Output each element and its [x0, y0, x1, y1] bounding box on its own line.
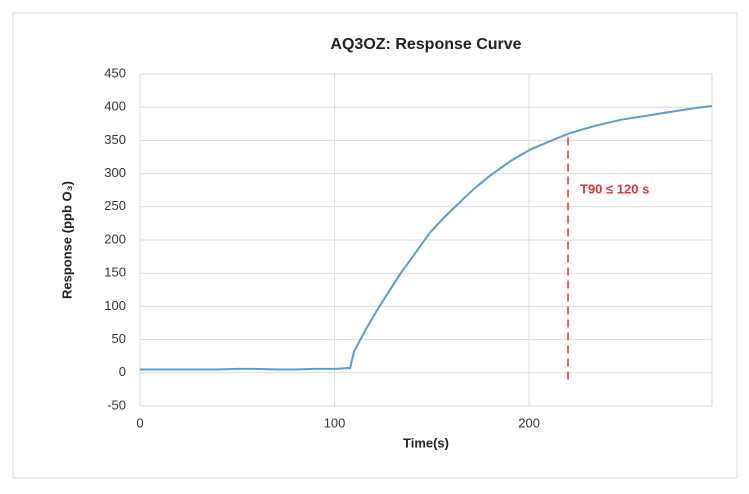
- x-axis-label: Time(s): [403, 435, 449, 450]
- y-tick-label: 150: [104, 265, 126, 280]
- x-tick-label: 0: [136, 415, 143, 430]
- chart-frame: [12, 12, 738, 479]
- x-tick-label: 200: [518, 415, 540, 430]
- y-tick-label: 0: [119, 364, 126, 379]
- x-tick-label: 100: [324, 415, 346, 430]
- y-tick-label: 450: [104, 65, 126, 80]
- y-tick-label: 300: [104, 165, 126, 180]
- y-axis-label: Response (ppb O₃): [59, 181, 74, 299]
- y-tick-label: 250: [104, 198, 126, 213]
- y-tick-label: 50: [112, 331, 126, 346]
- y-tick-label: -50: [107, 397, 126, 412]
- y-tick-label: 400: [104, 99, 126, 114]
- chart-title: AQ3OZ: Response Curve: [330, 36, 521, 53]
- y-tick-label: 350: [104, 132, 126, 147]
- data-line: [140, 104, 713, 371]
- annotation-text: T90 ≤ 120 s: [580, 181, 649, 196]
- y-tick-label: 100: [104, 298, 126, 313]
- y-tick-label: 200: [104, 231, 126, 246]
